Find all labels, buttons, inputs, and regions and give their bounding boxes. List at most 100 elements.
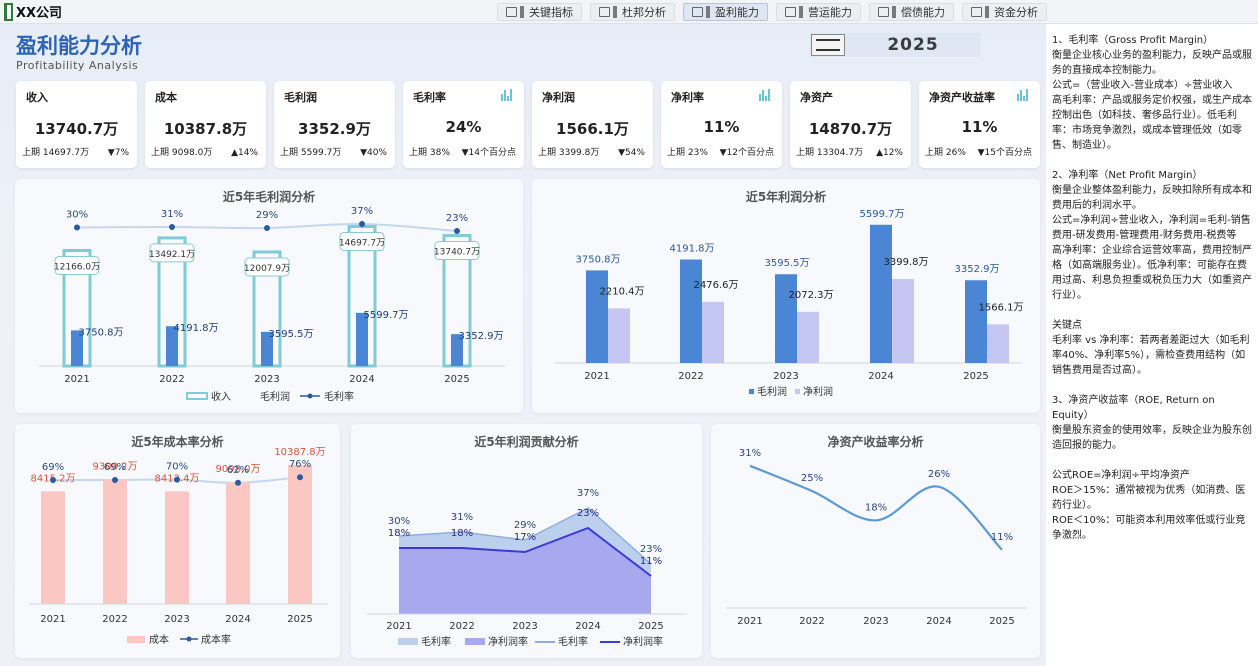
gross-profit-bar bbox=[166, 326, 178, 366]
cost-bar bbox=[226, 482, 250, 604]
x-tick-label: 2024 bbox=[349, 374, 374, 385]
kpi-label: 净资产收益率 bbox=[929, 91, 995, 104]
page-title: 盈利能力分析 bbox=[16, 34, 142, 58]
chart-icon bbox=[692, 7, 703, 17]
cost-rate-label: 62% bbox=[227, 465, 249, 476]
year-spinner[interactable] bbox=[811, 34, 845, 56]
chart-icon bbox=[878, 7, 889, 17]
gross-margin-label: 29% bbox=[514, 520, 536, 531]
kpi-change: ▼40% bbox=[360, 148, 387, 158]
kpi-change: ▼54% bbox=[618, 148, 645, 158]
kpi-label: 净资产 bbox=[800, 91, 833, 104]
spinner-up-icon[interactable] bbox=[816, 39, 840, 41]
kpi-card: 净资产收益率 11% 上期 26% ▼15个百分点 bbox=[919, 81, 1040, 168]
chart-title: 近5年毛利润分析 bbox=[222, 190, 316, 204]
gross-margin-point bbox=[454, 228, 460, 234]
cost-label: 9300.2万 bbox=[93, 461, 138, 472]
gross-profit-bar bbox=[775, 274, 797, 363]
chart-icon bbox=[785, 7, 796, 17]
gross-margin-point bbox=[74, 224, 80, 231]
net-profit-bar bbox=[892, 279, 914, 363]
cost-bar bbox=[103, 479, 127, 604]
note-roe: 3、净资产收益率（ROE, Return on Equity） 衡量股东资金的使… bbox=[1052, 395, 1252, 451]
legend-net-profit-label: 净利润 bbox=[803, 385, 833, 398]
kpi-value: 1566.1万 bbox=[556, 120, 629, 138]
note-key-points: 关键点 毛利率 vs 净利率：若两者差距过大（如毛利率40%、净利率5%），需检… bbox=[1052, 320, 1250, 376]
revenue-label: 14697.7万 bbox=[339, 238, 385, 248]
icon-bar bbox=[1017, 94, 1019, 101]
cost-rate-point bbox=[297, 474, 303, 481]
x-tick-label: 2024 bbox=[926, 616, 951, 627]
x-tick-label: 2025 bbox=[444, 374, 469, 385]
gross-margin-label: 29% bbox=[256, 210, 278, 221]
kpi-previous: 上期 23% bbox=[667, 148, 708, 158]
spinner-down-icon[interactable] bbox=[816, 49, 840, 51]
x-tick-label: 2023 bbox=[773, 371, 798, 382]
gross-profit-bar bbox=[870, 224, 892, 363]
kpi-card: 净利润 1566.1万 上期 3399.8万 ▼54% bbox=[532, 81, 653, 168]
note-gross-margin: 1、毛利率（Gross Profit Margin） 衡量企业核心业务的盈利能力… bbox=[1052, 35, 1252, 151]
profit-contribution-panel: 近5年利润贡献分析 30% 18% 2021 31% 18% 2022 29% 17% 2023… bbox=[351, 424, 702, 658]
x-tick-label: 2024 bbox=[225, 614, 250, 625]
tab-label: 资金分析 bbox=[994, 6, 1038, 19]
tab-0[interactable]: 关键指标 bbox=[497, 3, 582, 21]
roe-chart: 31% 2021 25% 2022 18% 2023 26% 2024 11% 2025 bbox=[727, 448, 1027, 627]
gross-margin-label: 23% bbox=[640, 544, 662, 555]
legend-cost-label: 成本 bbox=[149, 633, 169, 646]
kpi-value: 11% bbox=[703, 118, 740, 136]
x-tick-label: 2022 bbox=[799, 616, 824, 627]
gross-profit-bar bbox=[965, 280, 987, 363]
notes-panel: 1、毛利率（Gross Profit Margin） 衡量企业核心业务的盈利能力… bbox=[1046, 24, 1258, 666]
legend-net-profit-swatch bbox=[795, 389, 800, 394]
legend-label: 净利润率 bbox=[623, 635, 663, 648]
cost-rate-label: 69% bbox=[42, 462, 64, 473]
revenue-label: 13740.7万 bbox=[434, 248, 480, 258]
legend-label: 毛利率 bbox=[421, 635, 451, 648]
kpi-change: ▼14个百分点 bbox=[461, 148, 516, 158]
tab-3[interactable]: 营运能力 bbox=[776, 3, 861, 21]
x-tick-label: 2021 bbox=[386, 621, 411, 632]
gross-margin-label: 23% bbox=[446, 213, 468, 224]
kpi-change: ▲12% bbox=[876, 148, 903, 158]
gross-margin-label: 30% bbox=[66, 210, 88, 221]
kpi-value: 14870.7万 bbox=[808, 120, 893, 138]
revenue-label-box bbox=[339, 231, 385, 251]
net-profit-label: 2476.6万 bbox=[694, 280, 739, 291]
gross-profit-bar bbox=[261, 331, 273, 366]
net-profit-label: 2072.3万 bbox=[789, 290, 834, 301]
icon-bar bbox=[1023, 96, 1025, 101]
gross-profit-label: 3750.8万 bbox=[79, 327, 124, 338]
kpi-value: 24% bbox=[445, 118, 482, 136]
tab-5[interactable]: 资金分析 bbox=[962, 3, 1047, 21]
icon-bar bbox=[765, 96, 767, 101]
cost-bar bbox=[288, 464, 312, 604]
gross-margin-point bbox=[264, 225, 270, 231]
tab-2[interactable]: 盈利能力 bbox=[683, 3, 768, 21]
kpi-value: 10387.8万 bbox=[163, 120, 248, 138]
cost-rate-point bbox=[174, 476, 180, 483]
profit-chart: 3750.8万 2210.4万 2021 4191.8万 2476.6万 2022 3595… bbox=[554, 209, 1024, 398]
tab-1[interactable]: 杜邦分析 bbox=[590, 3, 675, 21]
revenue-label: 12007.9万 bbox=[244, 264, 290, 274]
legend-gross-profit-label: 毛利润 bbox=[260, 390, 290, 403]
cost-rate-chart: 8415.2万69%20219300.2万69%20228412.4万70%20… bbox=[29, 447, 328, 646]
icon-bar bbox=[759, 94, 761, 101]
nav-tabs: 关键指标 杜邦分析 盈利能力 营运能力 偿债能力 资金分析 bbox=[497, 3, 1047, 21]
icon-bar bbox=[762, 90, 764, 101]
roe-label: 31% bbox=[739, 448, 761, 459]
kpi-card: 净资产 14870.7万 上期 13304.7万 ▲12% bbox=[790, 81, 911, 168]
x-tick-label: 2022 bbox=[449, 621, 474, 632]
kpi-value: 13740.7万 bbox=[34, 120, 119, 138]
cost-rate-point bbox=[235, 479, 241, 486]
gross-profit-label: 5599.7万 bbox=[364, 310, 409, 321]
presentation-icon bbox=[506, 7, 517, 17]
cost-rate-panel: 近5年成本率分析 8415.2万69%20219300.2万69%2022841… bbox=[15, 424, 340, 658]
icon-bar bbox=[768, 89, 770, 101]
legend-cost-rate-label: 成本率 bbox=[201, 633, 231, 646]
icon-bar bbox=[510, 89, 512, 101]
kpi-change: ▼15个百分点 bbox=[977, 148, 1032, 158]
tab-4[interactable]: 偿债能力 bbox=[869, 3, 954, 21]
roe-label: 11% bbox=[991, 532, 1013, 543]
net-margin-line bbox=[399, 526, 652, 577]
net-margin-label: 23% bbox=[577, 508, 599, 519]
